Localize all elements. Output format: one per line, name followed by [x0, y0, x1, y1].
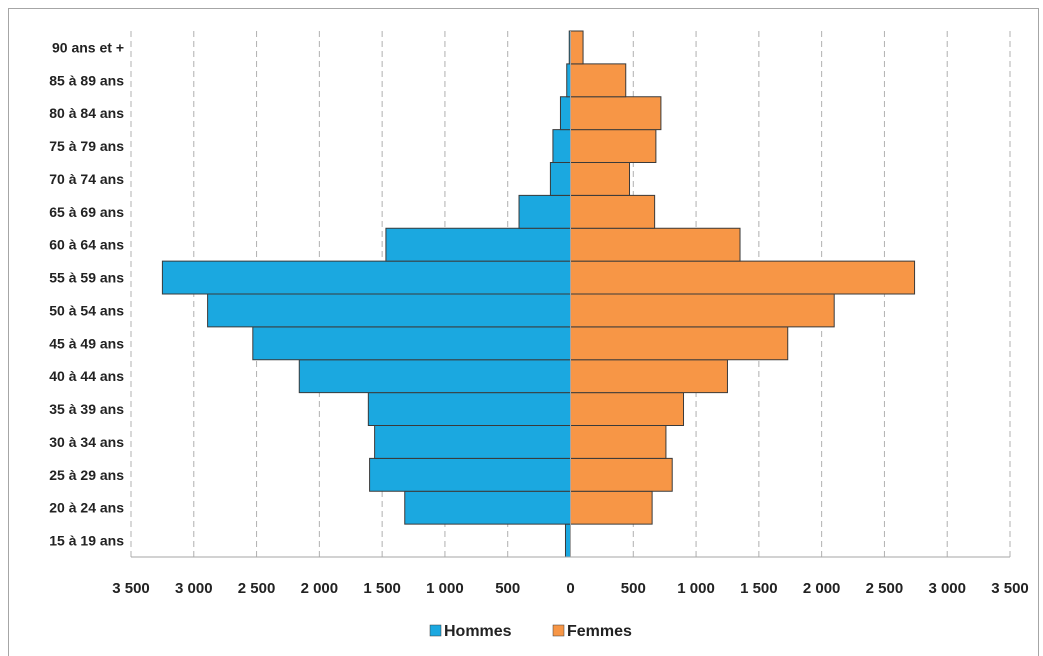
legend-label-femmes: Femmes [567, 623, 632, 640]
category-label: 80 à 84 ans [49, 105, 124, 121]
bar-femmes-11 [570, 162, 631, 196]
category-label: 40 à 44 ans [49, 368, 124, 384]
tick-labels: 3 500 3 000 2 500 2 000 1 500 1 000 500 0 500 1 0… [112, 580, 1029, 597]
x-tick-label: 2 500 [866, 580, 904, 597]
x-tick-label: 2 000 [803, 580, 841, 597]
x-tick-label: 1 500 [740, 580, 778, 597]
bar-femmes-4 [570, 392, 685, 426]
bar-hommes-3 [374, 425, 572, 459]
category-label: 15 à 19 ans [49, 533, 124, 549]
bar-hommes-10 [518, 194, 571, 229]
bar-femmes-8 [570, 260, 916, 295]
category-label: 25 à 29 ans [49, 467, 124, 483]
bar-hommes-14 [566, 63, 571, 98]
bar-hommes-7 [207, 293, 571, 328]
bar-hommes-2 [369, 457, 572, 492]
category-label: 60 à 64 ans [49, 237, 124, 253]
bar-femmes-15 [570, 30, 584, 65]
legend-swatch-femmes [552, 624, 565, 637]
x-tick-label: 3 500 [991, 580, 1029, 597]
category-label: 35 à 39 ans [49, 401, 124, 417]
legend: Hommes Femmes [429, 623, 632, 640]
category-label: 75 à 79 ans [49, 138, 124, 154]
bar-femmes-10 [570, 194, 656, 229]
bar-femmes-14 [570, 63, 627, 98]
bar-hommes-9 [385, 227, 571, 262]
bar-hommes-5 [298, 359, 571, 394]
bar-femmes-2 [570, 457, 673, 492]
category-label: 50 à 54 ans [49, 302, 124, 318]
bar-femmes-5 [570, 359, 728, 394]
bar-femmes-7 [570, 293, 835, 328]
category-label: 85 à 89 ans [49, 72, 124, 88]
bar-hommes-11 [549, 162, 571, 196]
x-tick-label: 500 [495, 580, 520, 597]
x-tick-label: 1 000 [677, 580, 715, 597]
category-label: 70 à 74 ans [49, 171, 124, 187]
bar-hommes-1 [404, 490, 572, 525]
x-tick-label: 3 500 [112, 580, 150, 597]
bar-femmes-12 [570, 129, 657, 163]
x-tick-label: 500 [621, 580, 646, 597]
legend-swatch-hommes [429, 624, 442, 637]
category-label: 90 ans et + [52, 39, 124, 55]
bar-femmes-6 [570, 326, 789, 361]
category-label: 65 à 69 ans [49, 204, 124, 220]
legend-label-hommes: Hommes [444, 623, 512, 640]
axes [131, 31, 1010, 558]
x-tick-label: 0 [566, 580, 574, 597]
x-tick-label: 2 500 [238, 580, 276, 597]
bar-hommes-4 [367, 392, 571, 426]
category-label: 30 à 34 ans [49, 434, 124, 450]
bar-hommes-12 [552, 129, 571, 163]
bar-hommes-6 [252, 326, 571, 361]
category-label: 20 à 24 ans [49, 500, 124, 516]
bar-femmes-3 [570, 425, 667, 459]
bar-femmes-1 [570, 490, 653, 525]
bar-femmes-9 [570, 227, 741, 262]
bar-hommes-13 [559, 96, 571, 131]
bar-femmes-13 [570, 96, 662, 131]
x-tick-label: 1 000 [426, 580, 464, 597]
category-labels: 15 à 19 ans 20 à 24 ans 25 à 29 ans 30 à 34… [49, 39, 124, 548]
category-label: 45 à 49 ans [49, 335, 124, 351]
x-tick-label: 3 000 [928, 580, 966, 597]
category-label: 55 à 59 ans [49, 270, 124, 286]
x-tick-label: 2 000 [301, 580, 339, 597]
x-tick-label: 1 500 [363, 580, 401, 597]
bars [161, 30, 916, 558]
bar-hommes-0 [564, 523, 572, 558]
bar-hommes-8 [161, 260, 571, 295]
x-tick-label: 3 000 [175, 580, 213, 597]
